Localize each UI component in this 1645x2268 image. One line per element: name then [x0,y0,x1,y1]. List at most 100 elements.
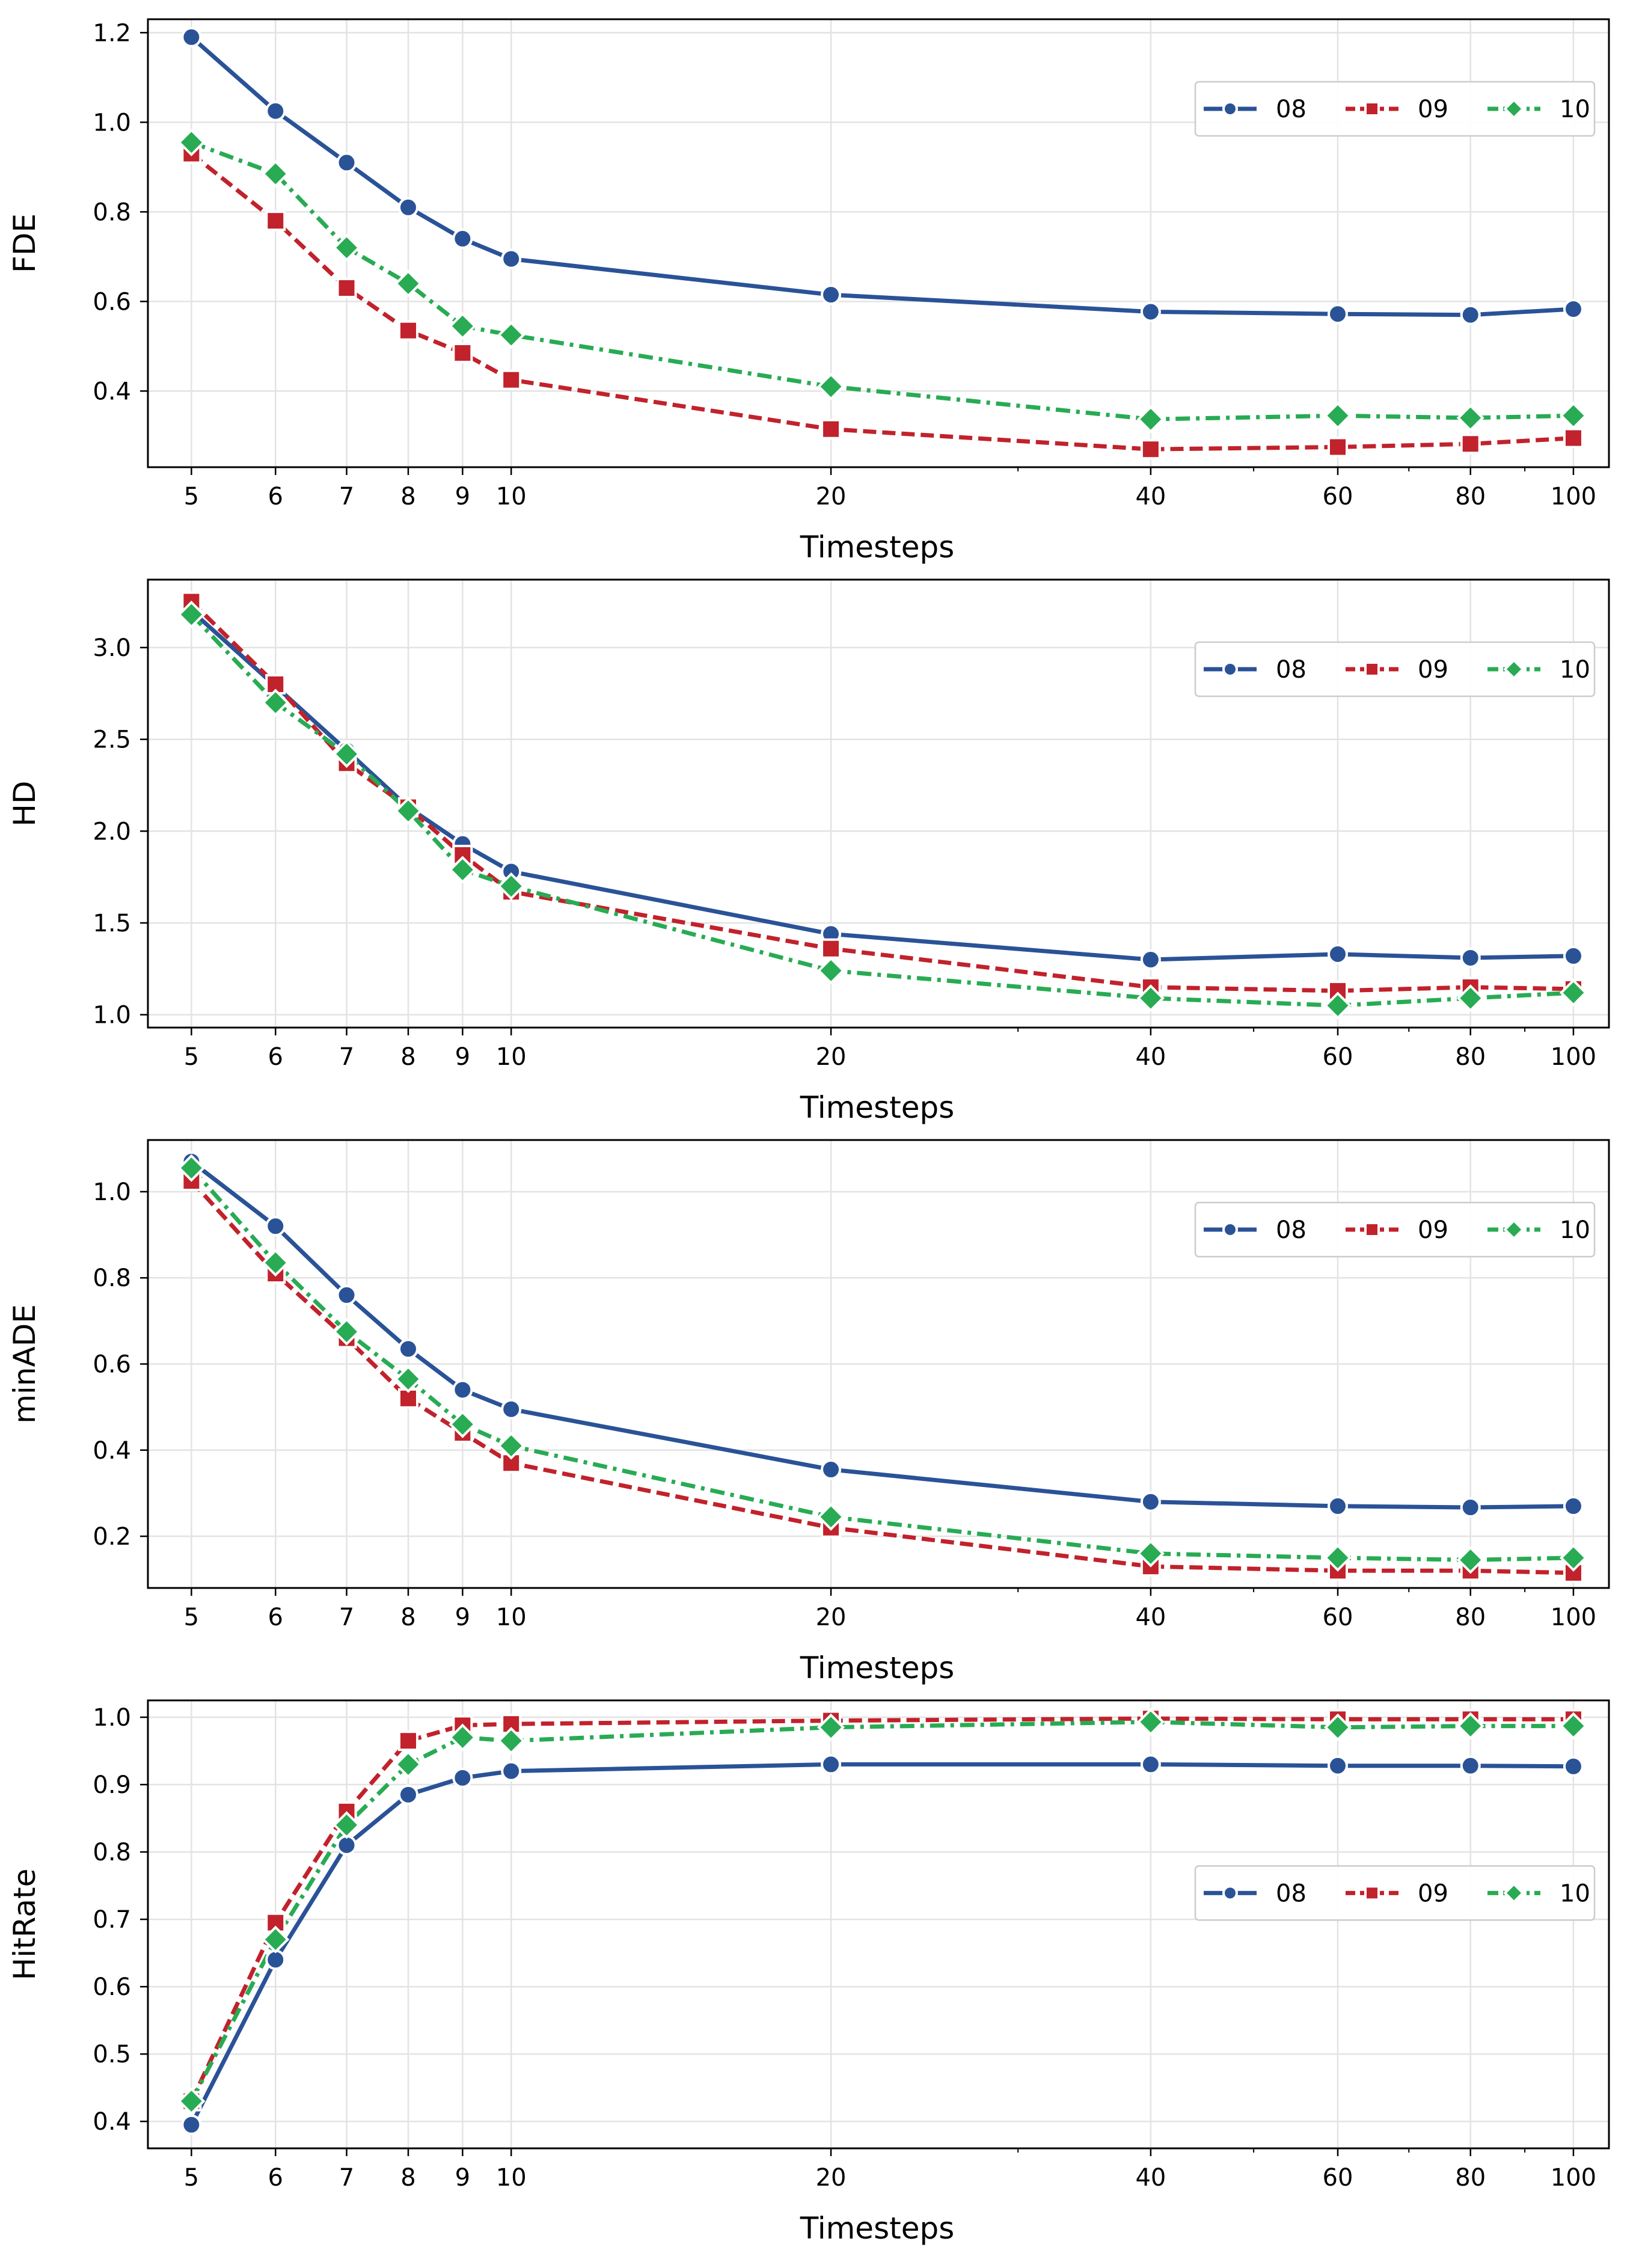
legend-entry-08: 08 [1204,1880,1307,1907]
marker-10-2 [332,233,361,262]
marker-08-3 [397,1784,418,1805]
x-tick-label: 100 [1551,1604,1596,1631]
y-tick-label: 1.0 [93,1002,131,1029]
legend-label: 10 [1560,96,1590,123]
marker-08-10 [1563,299,1584,320]
marker-10-1 [262,1925,290,1954]
x-tick-label: 60 [1323,1604,1353,1631]
x-tick-label: 20 [816,2164,847,2192]
x-tick-label: 100 [1551,483,1596,510]
x-tick-label: 100 [1551,1043,1596,1071]
marker-08-5 [501,248,522,269]
marker-legend-10-0 [1503,1219,1525,1240]
marker-09-6 [821,938,842,959]
marker-legend-09-0 [1364,1885,1380,1901]
legend-entry-08: 08 [1204,656,1307,684]
y-tick-label: 3.0 [93,634,131,662]
y-axis-label: HD [7,780,42,826]
y-axis: 1.0 1.5 2.0 2.5 3.0 HD [7,634,148,1029]
marker-08-1 [265,100,286,121]
y-tick-label: 0.9 [93,1771,131,1799]
marker-legend-10-0 [1503,1882,1525,1904]
x-tick-label: 9 [455,2164,470,2192]
x-tick-label: 80 [1455,2164,1486,2192]
legend: 08 09 10 [1194,1201,1596,1258]
marker-10-9 [1456,1546,1484,1574]
x-tick-label: 9 [455,1043,470,1071]
x-tick-label: 8 [400,2164,415,2192]
legend-label: 10 [1560,1216,1590,1244]
y-axis-label: minADE [7,1304,42,1424]
marker-10-3 [394,1365,423,1393]
axes-frame [147,18,1610,468]
marker-10-4 [449,856,477,884]
marker-08-10 [1563,945,1584,966]
legend-entry-10: 10 [1487,656,1590,684]
marker-10-10 [1559,1712,1588,1740]
y-tick-label: 0.4 [93,1437,131,1465]
x-tick-label: 6 [268,1604,283,1631]
x-tick-label: 9 [455,483,470,510]
marker-09-5 [501,1453,522,1474]
marker-09-4 [452,343,473,364]
x-tick-label: 10 [496,1604,527,1631]
marker-09-5 [501,369,522,390]
marker-08-9 [1460,1755,1481,1776]
marker-10-10 [1559,978,1588,1007]
x-axis: 5 6 7 8 9 10 20 40 60 80 100 Timesteps [184,467,1596,565]
series-markers-10 [177,1154,1588,1574]
marker-08-1 [265,1216,286,1237]
legend-label: 09 [1418,656,1448,684]
x-tick-label: 40 [1135,2164,1166,2192]
marker-10-0 [177,600,206,629]
legend-label: 08 [1276,96,1307,123]
marker-10-0 [177,1154,206,1182]
marker-legend-09-0 [1364,661,1380,677]
legend: 08 09 10 [1194,1865,1596,1921]
y-tick-label: 0.2 [93,1523,131,1551]
marker-09-5 [501,1714,522,1735]
x-tick-label: 6 [268,483,283,510]
marker-09-3 [397,1730,418,1752]
marker-08-9 [1460,1497,1481,1518]
marker-10-6 [816,1503,845,1531]
legend-entry-10: 10 [1487,1880,1590,1907]
x-axis-label: Timesteps [800,1650,955,1685]
panel-fde: 5 6 7 8 9 10 20 40 60 80 100 Timesteps 0.4 0.6 0.8 1.0 1… [7,18,1610,565]
marker-08-2 [336,152,357,173]
marker-09-2 [336,278,357,298]
x-tick-label: 8 [400,483,415,510]
marker-08-4 [452,228,473,250]
marker-10-10 [1559,1543,1588,1572]
y-tick-label: 0.8 [93,1264,131,1292]
marker-10-7 [1136,405,1165,434]
x-tick-label: 8 [400,1043,415,1071]
marker-09-10 [1563,428,1584,449]
x-tick-label: 9 [455,1604,470,1631]
marker-08-10 [1563,1495,1584,1516]
series-markers-10 [177,600,1588,1020]
legend-label: 10 [1560,1880,1590,1907]
legend-entry-10: 10 [1487,1216,1590,1244]
marker-09-6 [821,418,842,440]
marker-10-5 [497,321,525,349]
legend-label: 09 [1418,1216,1448,1244]
marker-08-7 [1140,1491,1161,1512]
legend: 08 09 10 [1194,81,1596,137]
series-markers-10 [177,1708,1588,2115]
marker-08-6 [821,284,842,305]
x-tick-label: 60 [1323,483,1353,510]
marker-08-4 [452,1379,473,1400]
y-axis-label: HitRate [7,1869,42,1981]
legend-label: 08 [1276,1880,1307,1907]
panel-hitrate: 5 6 7 8 9 10 20 40 60 80 100Timesteps0.40.50.60.70… [7,1699,1610,2246]
marker-08-0 [181,26,202,48]
marker-10-0 [177,2087,206,2115]
marker-08-3 [397,197,418,218]
marker-10-3 [394,797,423,825]
legend: 08 09 10 [1194,641,1596,697]
marker-10-2 [332,740,361,768]
x-tick-label: 5 [184,1043,199,1071]
